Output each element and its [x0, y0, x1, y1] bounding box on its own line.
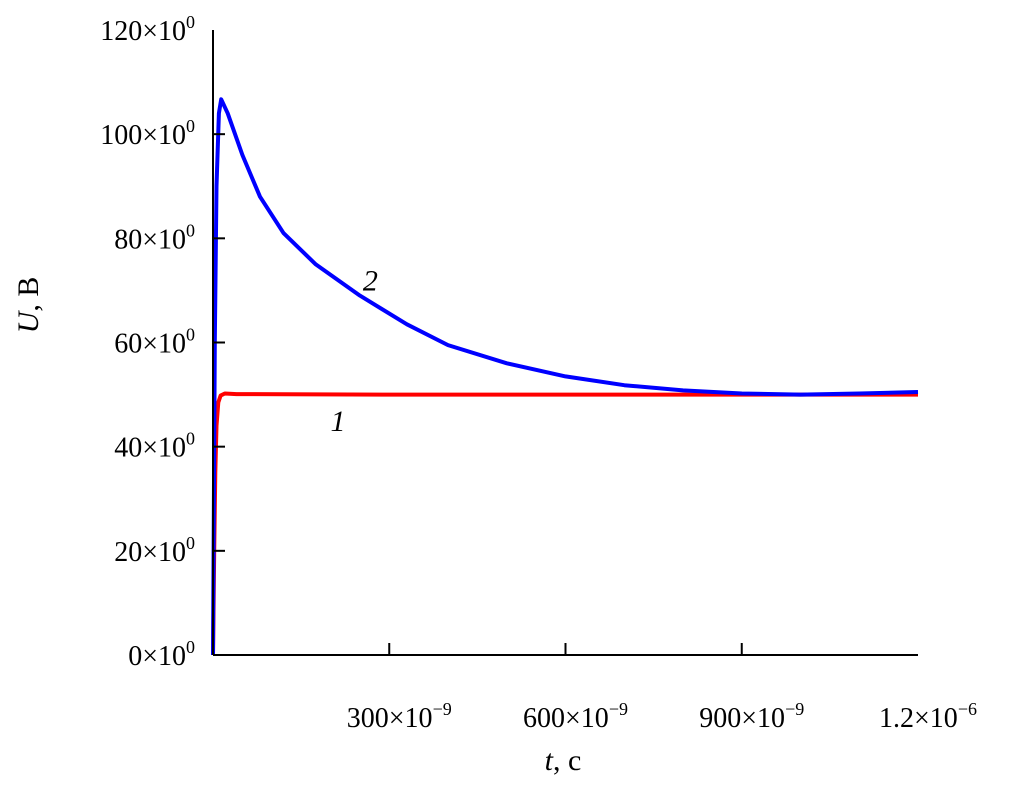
y-tick-label: 40×100	[114, 429, 195, 464]
x-tick-label: 300×10−9	[347, 699, 452, 734]
x-tick-label: 900×10−9	[699, 699, 804, 734]
x-axis-label: t, с	[545, 744, 582, 777]
series-label-2: 2	[363, 264, 378, 297]
y-tick-label: 80×100	[114, 220, 195, 255]
series-line-1	[211, 391, 918, 656]
x-tick-label: 600×10−9	[523, 699, 628, 734]
y-tick-label: 120×100	[100, 12, 195, 47]
series-label-1: 1	[331, 405, 346, 438]
y-tick-label: 20×100	[114, 533, 195, 568]
x-tick-label: 1.2×10−6	[879, 699, 977, 734]
series-line-2	[211, 97, 919, 656]
y-tick-label: 0×100	[128, 637, 195, 672]
y-tick-label: 60×100	[114, 325, 195, 360]
y-axis-label: U, В	[12, 277, 45, 334]
y-tick-label: 100×100	[100, 116, 195, 151]
